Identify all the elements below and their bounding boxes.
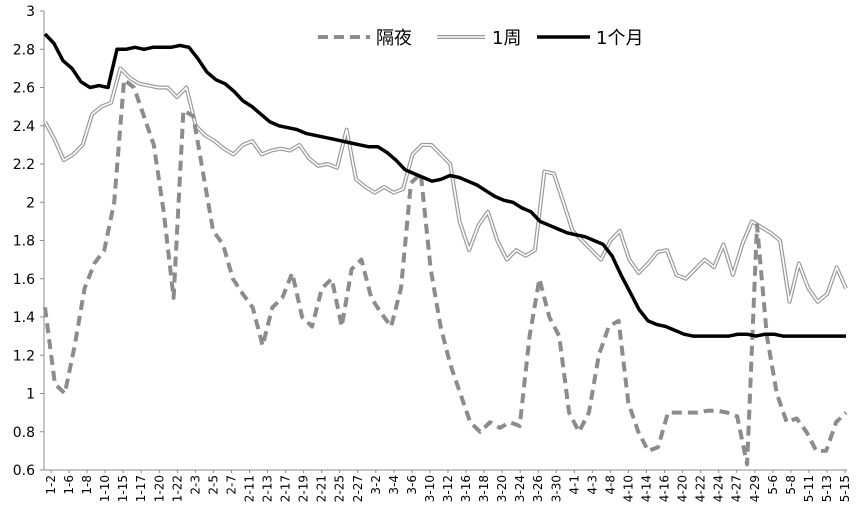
series-line-overnight (43, 77, 848, 467)
x-tick-label: 5-6 (766, 475, 780, 495)
x-tick-label: 4-24 (712, 475, 726, 502)
x-tick-label: 3-26 (531, 475, 545, 502)
x-tick-label: 4-14 (640, 475, 654, 502)
x-tick-label: 5-11 (802, 475, 816, 502)
x-tick-label: 1-10 (98, 475, 112, 502)
x-tick-label: 2-25 (333, 475, 347, 502)
axes (43, 11, 847, 471)
x-tick-label: 4-29 (748, 475, 762, 502)
y-tick-label: 1.4 (13, 310, 35, 326)
x-tick-label: 4-16 (658, 475, 672, 502)
x-tick-label: 3-10 (423, 475, 437, 502)
x-tick-label: 1-22 (170, 475, 184, 502)
x-tick-label: 1-17 (134, 475, 148, 502)
y-tick-label: 0.8 (13, 425, 35, 441)
legend-label: 1周 (492, 28, 521, 49)
x-tick-label: 2-19 (297, 475, 311, 502)
x-tick-label: 2-5 (206, 475, 220, 495)
x-tick-label: 2-11 (243, 475, 257, 502)
x-tick-label: 4-22 (694, 475, 708, 502)
y-tick-label: 2 (26, 195, 35, 211)
x-tick-label: 3-12 (441, 475, 455, 502)
series-layer (43, 32, 848, 467)
y-tick-label: 1 (26, 387, 35, 403)
x-tick-label: 1-2 (44, 475, 58, 495)
x-tick-label: 4-27 (730, 475, 744, 502)
x-tick-label: 1-6 (62, 475, 76, 495)
legend: 隔夜 1周 1个月 (318, 28, 643, 49)
x-tick-label: 4-1 (567, 475, 581, 495)
x-tick-label: 3-6 (405, 475, 419, 495)
y-axis-ticks: 0.6 0.8 1 1.2 1.4 1.6 1.8 2 2.2 2.4 2.6 2.8 3 (13, 4, 44, 479)
x-tick-label: 4-10 (621, 475, 635, 502)
x-tick-label: 5-13 (820, 475, 834, 502)
series-line-one-week-inner (44, 67, 847, 303)
x-tick-label: 2-7 (224, 475, 238, 495)
x-axis-ticks: 1-2 1-6 1-8 1-10 1-15 1-17 1-20 1-22 2-3 2-5 2-7 2-… (44, 470, 852, 502)
x-tick-label: 3-16 (459, 475, 473, 502)
x-tick-label: 4-3 (585, 475, 599, 495)
x-tick-label: 5-15 (838, 475, 852, 502)
x-tick-label: 1-20 (152, 475, 166, 502)
y-tick-label: 2.2 (13, 157, 35, 173)
x-tick-label: 3-24 (513, 475, 527, 502)
x-tick-label: 2-21 (315, 475, 329, 502)
x-tick-label: 4-20 (676, 475, 690, 502)
y-tick-label: 3 (26, 4, 35, 20)
x-tick-label: 3-4 (387, 475, 401, 495)
x-tick-label: 2-27 (351, 475, 365, 502)
series-line-one-month (43, 32, 846, 338)
x-tick-label: 5-8 (784, 475, 798, 495)
x-tick-label: 2-3 (188, 475, 202, 495)
series-line-one-week (43, 66, 848, 304)
y-tick-label: 1.2 (13, 348, 35, 364)
y-tick-label: 2.4 (13, 119, 35, 135)
x-tick-label: 2-13 (261, 475, 275, 502)
x-tick-label: 1-15 (116, 475, 130, 502)
x-tick-label: 3-20 (495, 475, 509, 502)
x-tick-label: 4-8 (603, 475, 617, 495)
legend-label: 隔夜 (376, 28, 412, 49)
x-tick-label: 2-17 (279, 475, 293, 502)
x-tick-label: 3-2 (369, 475, 383, 495)
y-tick-label: 0.6 (13, 463, 35, 479)
y-tick-label: 2.8 (13, 42, 35, 58)
x-tick-label: 3-18 (477, 475, 491, 502)
y-tick-label: 1.8 (13, 234, 35, 250)
legend-label: 1个月 (596, 28, 643, 49)
y-tick-label: 2.6 (13, 81, 35, 97)
y-tick-label: 1.6 (13, 272, 35, 288)
x-tick-label: 1-8 (80, 475, 94, 495)
x-tick-label: 3-30 (549, 475, 563, 502)
